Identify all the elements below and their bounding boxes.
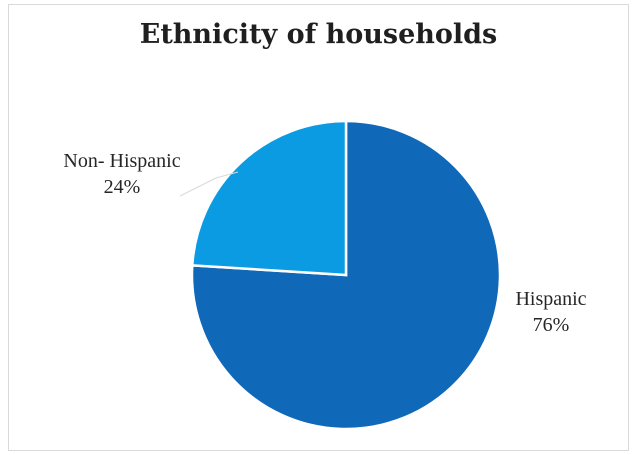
- leader-line-non-hispanic: [179, 171, 239, 197]
- data-label-hispanic: Hispanic 76%: [496, 286, 606, 338]
- pie-slices: [190, 119, 502, 431]
- slice-category-hispanic: Hispanic: [515, 288, 587, 310]
- slice-value-non-hispanic: 24%: [103, 176, 141, 198]
- pie-slice-non-hispanic: [190, 119, 348, 277]
- chart-title: Ethnicity of households: [139, 19, 498, 50]
- pie-slice-hispanic: [190, 119, 502, 431]
- slice-value-hispanic: 76%: [532, 314, 570, 336]
- slice-category-non-hispanic: Non- Hispanic: [63, 150, 181, 172]
- data-label-non-hispanic: Non- Hispanic 24%: [42, 148, 202, 200]
